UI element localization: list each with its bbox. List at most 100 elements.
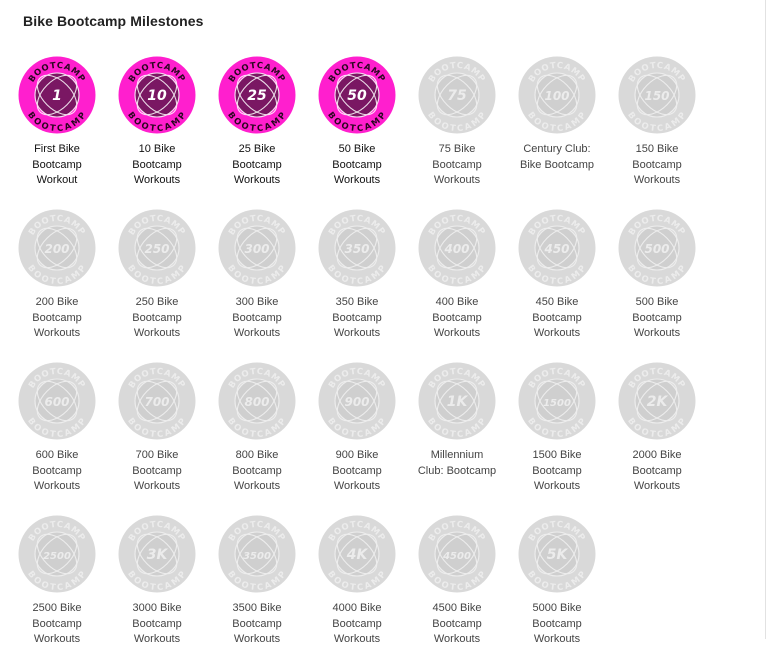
badge-24[interactable]: BOOTCAMP BOOTCAMP 3500 3500 Bike Bootcamp W… (207, 515, 307, 648)
badge-26[interactable]: BOOTCAMP BOOTCAMP 4500 4500 Bike Bootcamp W… (407, 515, 507, 648)
badge-1[interactable]: BOOTCAMP BOOTCAMP 1 First Bike Bootcamp Wor… (7, 56, 107, 189)
badge-label: 350 Bike Bootcamp Workouts (332, 296, 382, 339)
badge-label: 150 Bike Bootcamp Workouts (632, 143, 682, 186)
badge-27[interactable]: BOOTCAMP BOOTCAMP 5K 5000 Bike Bootcamp Wor… (507, 515, 607, 648)
badge-label: 2000 Bike Bootcamp Workouts (632, 449, 682, 492)
badge-label: 75 Bike Bootcamp Workouts (432, 143, 482, 186)
badge-value: 400 (443, 242, 469, 256)
badge-3[interactable]: BOOTCAMP BOOTCAMP 25 25 Bike Bootcamp Worko… (207, 56, 307, 189)
badge-value: 4K (346, 547, 369, 563)
scroll-divider (765, 0, 766, 639)
badge-value: 2500 (43, 551, 71, 562)
badge-12[interactable]: BOOTCAMP BOOTCAMP 400 400 Bike Bootcamp Wor… (407, 209, 507, 342)
badge-2[interactable]: BOOTCAMP BOOTCAMP 10 10 Bike Bootcamp Worko… (107, 56, 207, 189)
badge-value: 250 (144, 242, 169, 256)
badge-4[interactable]: BOOTCAMP BOOTCAMP 50 50 Bike Bootcamp Worko… (307, 56, 407, 189)
badge-label: 10 Bike Bootcamp Workouts (132, 143, 182, 186)
badge-value: 700 (144, 395, 169, 409)
badge-label: 450 Bike Bootcamp Workouts (532, 296, 582, 339)
badge-label: 200 Bike Bootcamp Workouts (32, 296, 82, 339)
badge-label: 1500 Bike Bootcamp Workouts (532, 449, 582, 492)
badge-value: 600 (44, 395, 69, 409)
badge-25[interactable]: BOOTCAMP BOOTCAMP 4K 4000 Bike Bootcamp Wor… (307, 515, 407, 648)
badge-value: 500 (644, 242, 669, 256)
badge-label: First Bike Bootcamp Workout (32, 143, 82, 186)
badge-13[interactable]: BOOTCAMP BOOTCAMP 450 450 Bike Bootcamp Wor… (507, 209, 607, 342)
badge-value: 350 (344, 242, 369, 256)
badge-18[interactable]: BOOTCAMP BOOTCAMP 900 900 Bike Bootcamp Wor… (307, 362, 407, 495)
badge-value: 1500 (543, 398, 571, 409)
badge-label: 5000 Bike Bootcamp Workouts (532, 602, 582, 645)
badge-value: 800 (244, 395, 269, 409)
badge-value: 1 (52, 88, 62, 104)
badge-label: 250 Bike Bootcamp Workouts (132, 296, 182, 339)
badge-15[interactable]: BOOTCAMP BOOTCAMP 600 600 Bike Bootcamp Wor… (7, 362, 107, 495)
badge-label: 2500 Bike Bootcamp Workouts (32, 602, 82, 645)
badge-value: 450 (543, 242, 569, 256)
badge-value: 200 (44, 242, 69, 256)
page-title: Bike Bootcamp Milestones (23, 13, 204, 29)
badge-label: 4000 Bike Bootcamp Workouts (332, 602, 382, 645)
badge-21[interactable]: BOOTCAMP BOOTCAMP 2K 2000 Bike Bootcamp Wor… (607, 362, 707, 495)
badge-value: 25 (247, 88, 267, 104)
badge-23[interactable]: BOOTCAMP BOOTCAMP 3K 3000 Bike Bootcamp Wor… (107, 515, 207, 648)
badge-value: 10 (147, 88, 167, 104)
badge-value: 5K (547, 547, 569, 563)
badge-20[interactable]: BOOTCAMP BOOTCAMP 1500 1500 Bike Bootcamp W… (507, 362, 607, 495)
badge-value: 2K (647, 394, 669, 410)
badge-11[interactable]: BOOTCAMP BOOTCAMP 350 350 Bike Bootcamp Wor… (307, 209, 407, 342)
badge-value: 3500 (243, 551, 271, 562)
badge-label: 25 Bike Bootcamp Workouts (232, 143, 282, 186)
badge-label: 800 Bike Bootcamp Workouts (232, 449, 282, 492)
badge-label: 3000 Bike Bootcamp Workouts (132, 602, 182, 645)
badge-9[interactable]: BOOTCAMP BOOTCAMP 250 250 Bike Bootcamp Wor… (107, 209, 207, 342)
badge-label: 4500 Bike Bootcamp Workouts (432, 602, 482, 645)
badge-8[interactable]: BOOTCAMP BOOTCAMP 200 200 Bike Bootcamp Wor… (7, 209, 107, 342)
badge-16[interactable]: BOOTCAMP BOOTCAMP 700 700 Bike Bootcamp Wor… (107, 362, 207, 495)
badge-value: 50 (347, 88, 367, 104)
badge-value: 1K (447, 394, 469, 410)
badge-14[interactable]: BOOTCAMP BOOTCAMP 500 500 Bike Bootcamp Wor… (607, 209, 707, 342)
badge-label: 700 Bike Bootcamp Workouts (132, 449, 182, 492)
badge-value: 100 (544, 89, 569, 103)
badge-label: Millennium Club: Bootcamp (417, 449, 497, 477)
badge-label: 50 Bike Bootcamp Workouts (332, 143, 382, 186)
badge-value: 900 (344, 395, 369, 409)
badge-label: 900 Bike Bootcamp Workouts (332, 449, 382, 492)
badge-19[interactable]: BOOTCAMP BOOTCAMP 1K Millennium Club: Bootc… (407, 362, 507, 479)
badge-6[interactable]: BOOTCAMP BOOTCAMP 100 Century Club: Bike Bo… (507, 56, 607, 173)
badge-17[interactable]: BOOTCAMP BOOTCAMP 800 800 Bike Bootcamp Wor… (207, 362, 307, 495)
badge-label: 500 Bike Bootcamp Workouts (632, 296, 682, 339)
badge-7[interactable]: BOOTCAMP BOOTCAMP 150 150 Bike Bootcamp Wor… (607, 56, 707, 189)
badge-label: 3500 Bike Bootcamp Workouts (232, 602, 282, 645)
badge-label: 400 Bike Bootcamp Workouts (432, 296, 482, 339)
badge-value: 3K (147, 547, 169, 563)
badge-10[interactable]: BOOTCAMP BOOTCAMP 300 300 Bike Bootcamp Wor… (207, 209, 307, 342)
badge-value: 150 (644, 89, 669, 103)
badge-22[interactable]: BOOTCAMP BOOTCAMP 2500 2500 Bike Bootcamp W… (7, 515, 107, 648)
badge-5[interactable]: BOOTCAMP BOOTCAMP 75 75 Bike Bootcamp Worko… (407, 56, 507, 189)
